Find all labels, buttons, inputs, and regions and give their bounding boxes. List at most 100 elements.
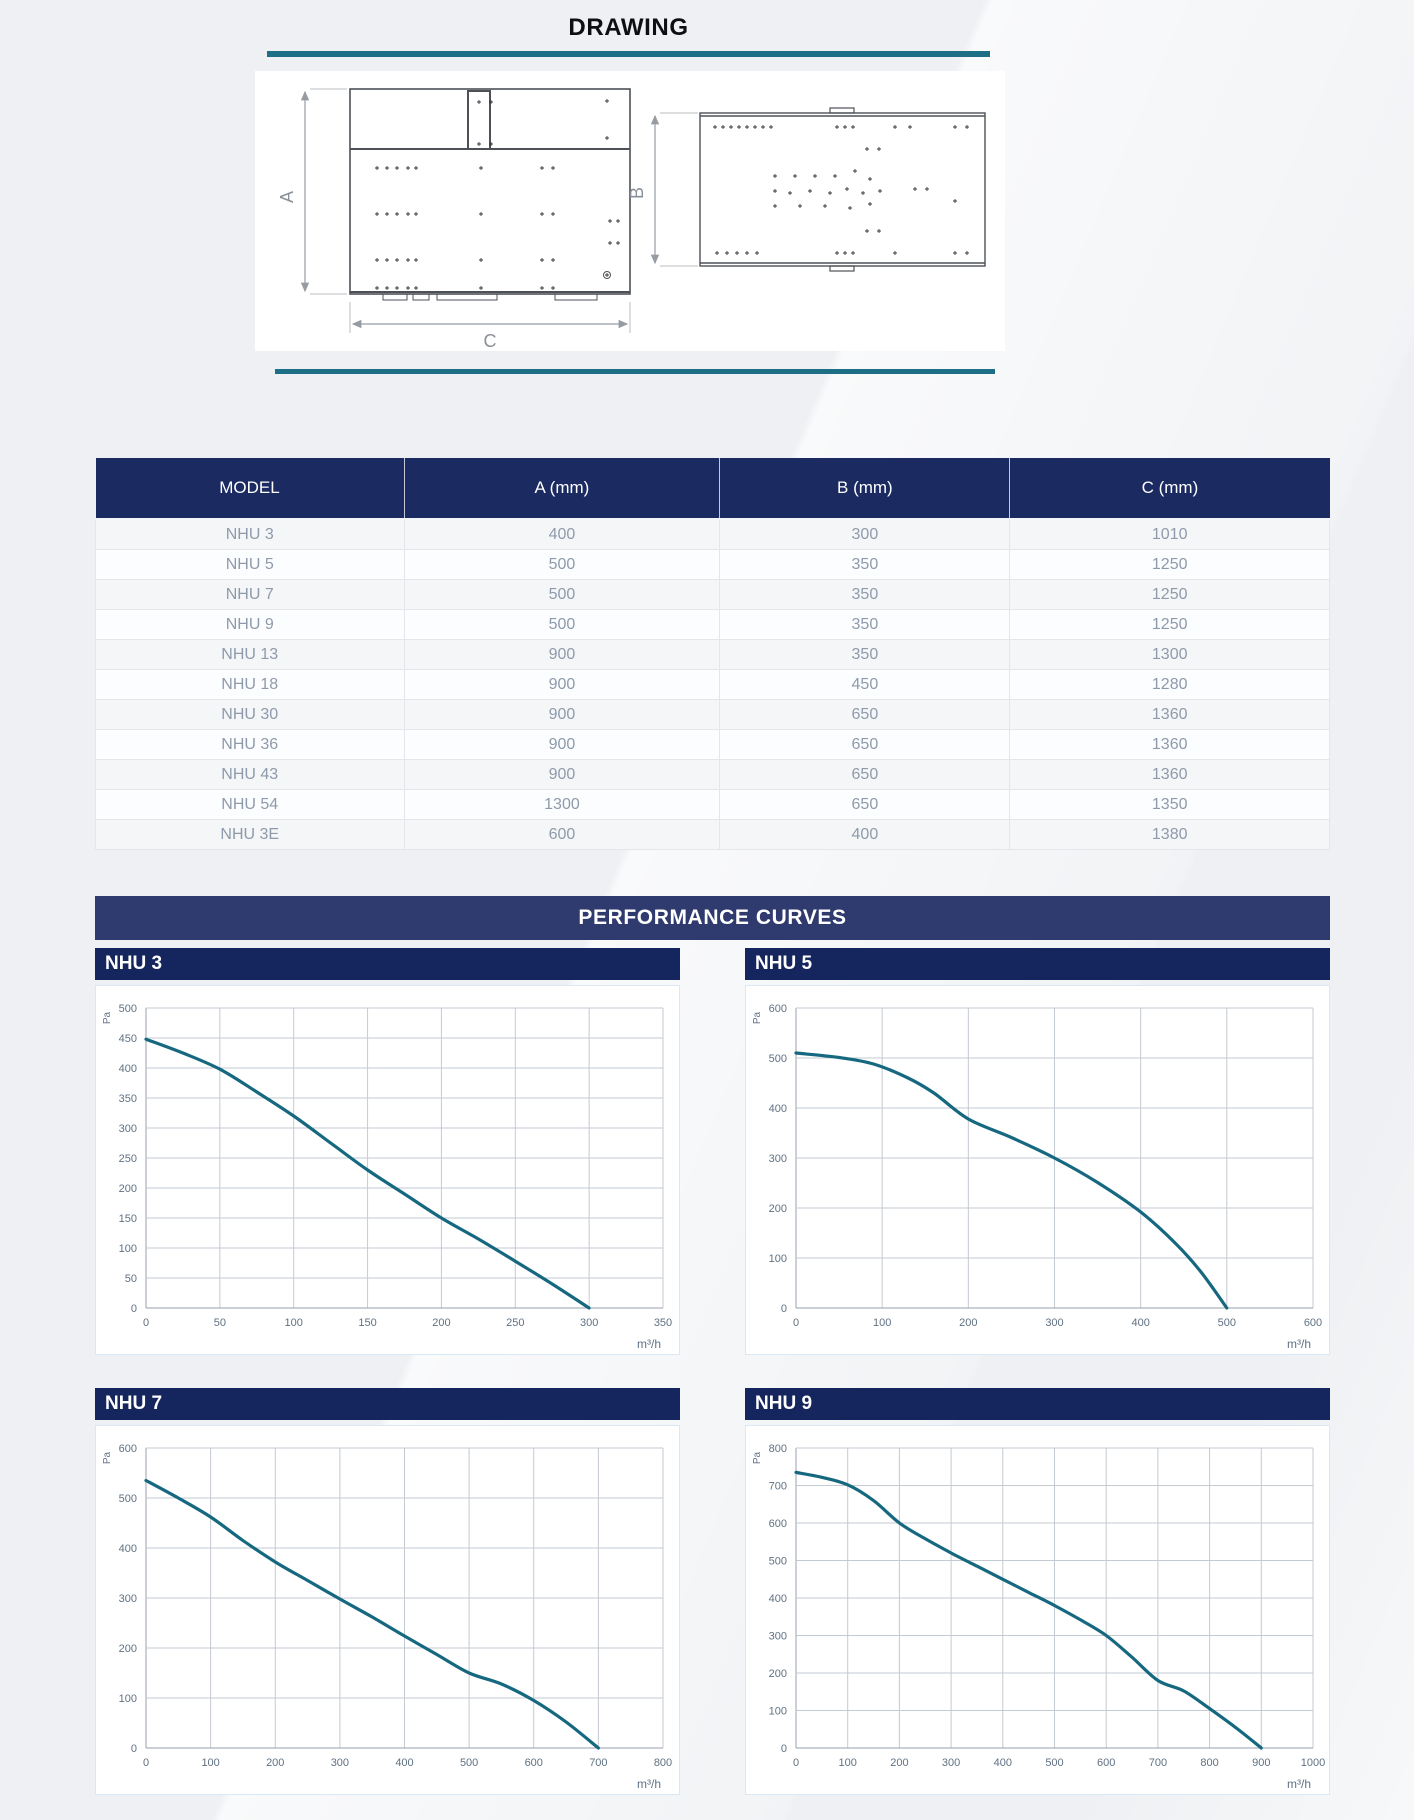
x-tick-label: 150 [358,1317,376,1329]
x-tick-label: 300 [1045,1317,1063,1329]
table-cell: NHU 54 [95,789,405,820]
x-tick-label: 600 [525,1757,543,1769]
y-tick-label: 600 [119,1443,137,1455]
rivet-marks [713,125,969,255]
table-cell: 500 [403,609,721,640]
performance-curve [794,1470,1263,1750]
x-tick-label: 350 [654,1317,672,1329]
y-tick-label: 100 [769,1253,787,1265]
table-row: NHU 43 900 650 1360 [95,759,1330,790]
y-tick-label: 150 [119,1213,137,1225]
x-tick-label: 0 [143,1317,149,1329]
charts-grid: NHU 3 0 50 100 150 200 250 300 350 400 450 500 0 50 1… [95,940,1330,1795]
table-cell: NHU 5 [95,549,405,580]
x-tick-label: 600 [1304,1317,1322,1329]
y-tick-label: 500 [119,1003,137,1015]
chart-plot-nhu9: 0 100 200 300 400 500 600 700 800 0 100 200 300 400 50… [752,1443,1325,1791]
x-tick-label: 100 [285,1317,303,1329]
y-tick-label: 250 [119,1153,137,1165]
y-tick-label: 400 [769,1593,787,1605]
table-cell: 1360 [1009,699,1330,730]
x-tick-label: 700 [1149,1757,1167,1769]
chart-plot-nhu5: 0 100 200 300 400 500 600 0 100 200 300 400 500 600 Pa… [752,1003,1322,1351]
x-tick-label: 900 [1252,1757,1270,1769]
performance-curve [144,1037,591,1310]
table-row: NHU 54 1300 650 1350 [95,789,1330,820]
x-axis-unit: m³/h [637,1337,661,1351]
table-row: NHU 7 500 350 1250 [95,579,1330,610]
side-view [650,107,986,272]
x-tick-label: 300 [331,1757,349,1769]
page-title: DRAWING [568,14,689,41]
y-tick-label: 600 [769,1518,787,1530]
y-axis-unit: Pa [102,1011,113,1024]
table-cell: 600 [403,819,721,850]
dim-a-label: A [277,191,297,203]
chart-panel: 0 100 200 300 400 500 600 0 100 200 300 400 500 600 Pa… [745,985,1330,1355]
table-cell: 350 [719,639,1011,670]
table-cell: 900 [403,669,721,700]
table-cell: 900 [403,639,721,670]
y-axis-unit: Pa [102,1451,113,1464]
chart-title: NHU 7 [95,1388,680,1420]
table-cell: NHU 7 [95,579,405,610]
chart-title: NHU 3 [95,948,680,980]
table-cell: 1250 [1009,609,1330,640]
table-cell: 450 [719,669,1011,700]
table-row: NHU 9 500 350 1250 [95,609,1330,640]
y-tick-label: 200 [119,1183,137,1195]
x-axis-unit: m³/h [1287,1337,1311,1351]
table-cell: 1280 [1009,669,1330,700]
front-rivets [375,99,620,290]
table-cell: 1250 [1009,549,1330,580]
x-tick-label: 400 [994,1757,1012,1769]
table-cell: NHU 30 [95,699,405,730]
table-cell: NHU 43 [95,759,405,790]
table-cell: 1360 [1009,759,1330,790]
y-tick-label: 400 [769,1103,787,1115]
y-tick-label: 100 [119,1693,137,1705]
front-collar [467,90,491,150]
table-cell: 400 [719,819,1011,850]
table-cell: 1350 [1009,789,1330,820]
chart-card-nhu5: NHU 5 0 100 200 300 400 500 600 0 100 200 300 400 50… [745,948,1330,1355]
chart-panel: 0 50 100 150 200 250 300 350 400 450 500 0 50 100 150 2… [95,985,680,1355]
table-cell: 350 [719,549,1011,580]
x-tick-label: 100 [201,1757,219,1769]
x-tick-label: 200 [890,1757,908,1769]
side-outline [699,112,986,267]
performance-curve [144,1478,600,1750]
y-tick-label: 0 [781,1743,787,1755]
column-header-model: MODEL [95,458,405,520]
table-cell: 900 [403,729,721,760]
column-header-b: B (mm) [719,458,1011,520]
table-cell: 1380 [1009,819,1330,850]
table-cell: NHU 18 [95,669,405,700]
table-cell: 500 [403,579,721,610]
y-tick-label: 500 [119,1493,137,1505]
table-cell: 1300 [403,789,721,820]
y-tick-label: 600 [769,1003,787,1015]
y-tick-label: 300 [769,1631,787,1643]
x-tick-label: 700 [589,1757,607,1769]
y-tick-label: 300 [769,1153,787,1165]
table-cell: NHU 3E [95,819,405,850]
table-cell: NHU 3 [95,518,405,550]
x-tick-label: 100 [839,1757,857,1769]
dim-b-label: B [627,187,647,199]
y-tick-label: 800 [769,1443,787,1455]
y-tick-label: 400 [119,1543,137,1555]
drawing-panel: A C B [255,71,1005,351]
chart-title: NHU 5 [745,948,1330,980]
chart-panel: 0 100 200 300 400 500 600 700 800 0 100 200 300 400 50… [745,1425,1330,1795]
table-cell: NHU 9 [95,609,405,640]
x-tick-label: 200 [266,1757,284,1769]
table-cell: 350 [719,579,1011,610]
x-tick-label: 200 [432,1317,450,1329]
table-cell: 650 [719,699,1011,730]
y-tick-label: 100 [119,1243,137,1255]
y-tick-label: 200 [769,1203,787,1215]
y-tick-label: 0 [131,1303,137,1315]
table-cell: 300 [719,518,1011,550]
chart-title: NHU 9 [745,1388,1330,1420]
